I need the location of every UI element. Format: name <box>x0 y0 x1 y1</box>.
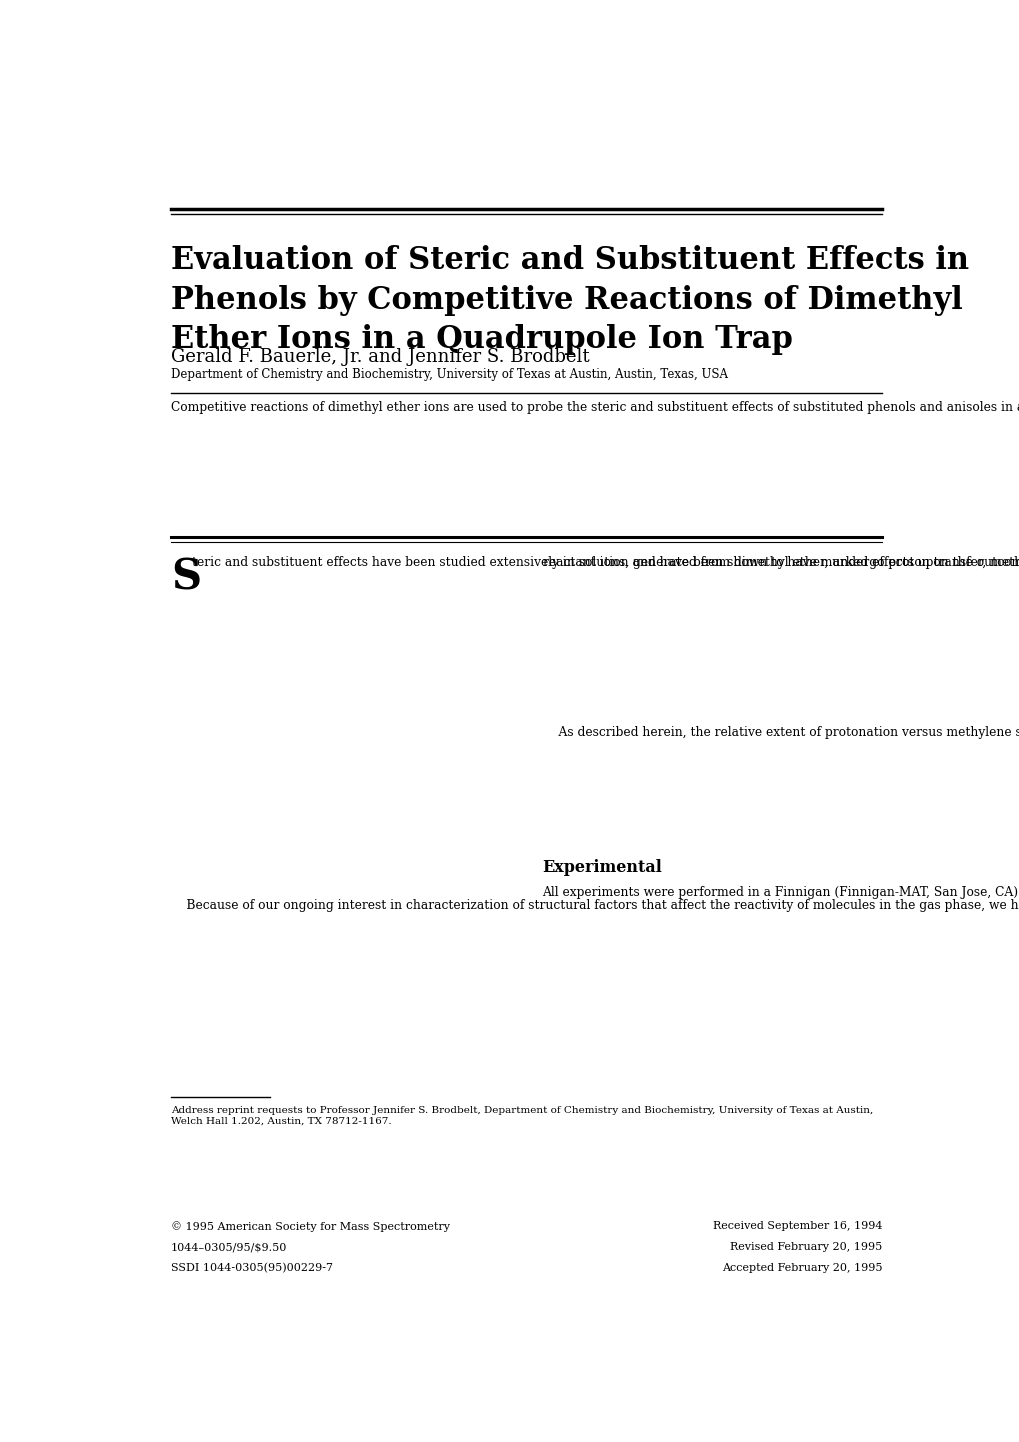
Text: All experiments were performed in a Finnigan (Finnigan-MAT, San Jose, CA) quadru: All experiments were performed in a Finn… <box>542 885 1019 898</box>
Text: Department of Chemistry and Biochemistry, University of Texas at Austin, Austin,: Department of Chemistry and Biochemistry… <box>171 369 728 382</box>
Text: © 1995 American Society for Mass Spectrometry: © 1995 American Society for Mass Spectro… <box>171 1221 449 1231</box>
Text: Revised February 20, 1995: Revised February 20, 1995 <box>730 1243 881 1252</box>
Text: Received September 16, 1994: Received September 16, 1994 <box>712 1221 881 1231</box>
Text: Competitive reactions of dimethyl ether ions are used to probe the steric and su: Competitive reactions of dimethyl ether … <box>171 401 1019 414</box>
Text: As described herein, the relative extent of protonation versus methylene substit: As described herein, the relative extent… <box>542 725 1019 738</box>
Text: 1044–0305/95/$9.50: 1044–0305/95/$9.50 <box>171 1243 287 1252</box>
Text: Experimental: Experimental <box>542 859 661 877</box>
Text: Because of our ongoing interest in characterization of structural factors that a: Because of our ongoing interest in chara… <box>171 900 1019 913</box>
Text: Evaluation of Steric and Substituent Effects in
Phenols by Competitive Reactions: Evaluation of Steric and Substituent Eff… <box>171 245 968 355</box>
Text: SSDI 1044-0305(95)00229-7: SSDI 1044-0305(95)00229-7 <box>171 1263 332 1273</box>
Text: S: S <box>171 557 201 598</box>
Text: Gerald F. Bauerle, Jr. and Jennifer S. Brodbelt: Gerald F. Bauerle, Jr. and Jennifer S. B… <box>171 349 589 366</box>
Text: teric and substituent effects have been studied extensively in solution and have: teric and substituent effects have been … <box>192 557 1019 570</box>
Text: Accepted February 20, 1995: Accepted February 20, 1995 <box>721 1263 881 1273</box>
Text: reactant ions, generated from dimethyl ether, undergo proton transfer, methylene: reactant ions, generated from dimethyl e… <box>542 557 1019 570</box>
Text: Address reprint requests to Professor Jennifer S. Brodbelt, Department of Chemis: Address reprint requests to Professor Je… <box>171 1106 872 1126</box>
